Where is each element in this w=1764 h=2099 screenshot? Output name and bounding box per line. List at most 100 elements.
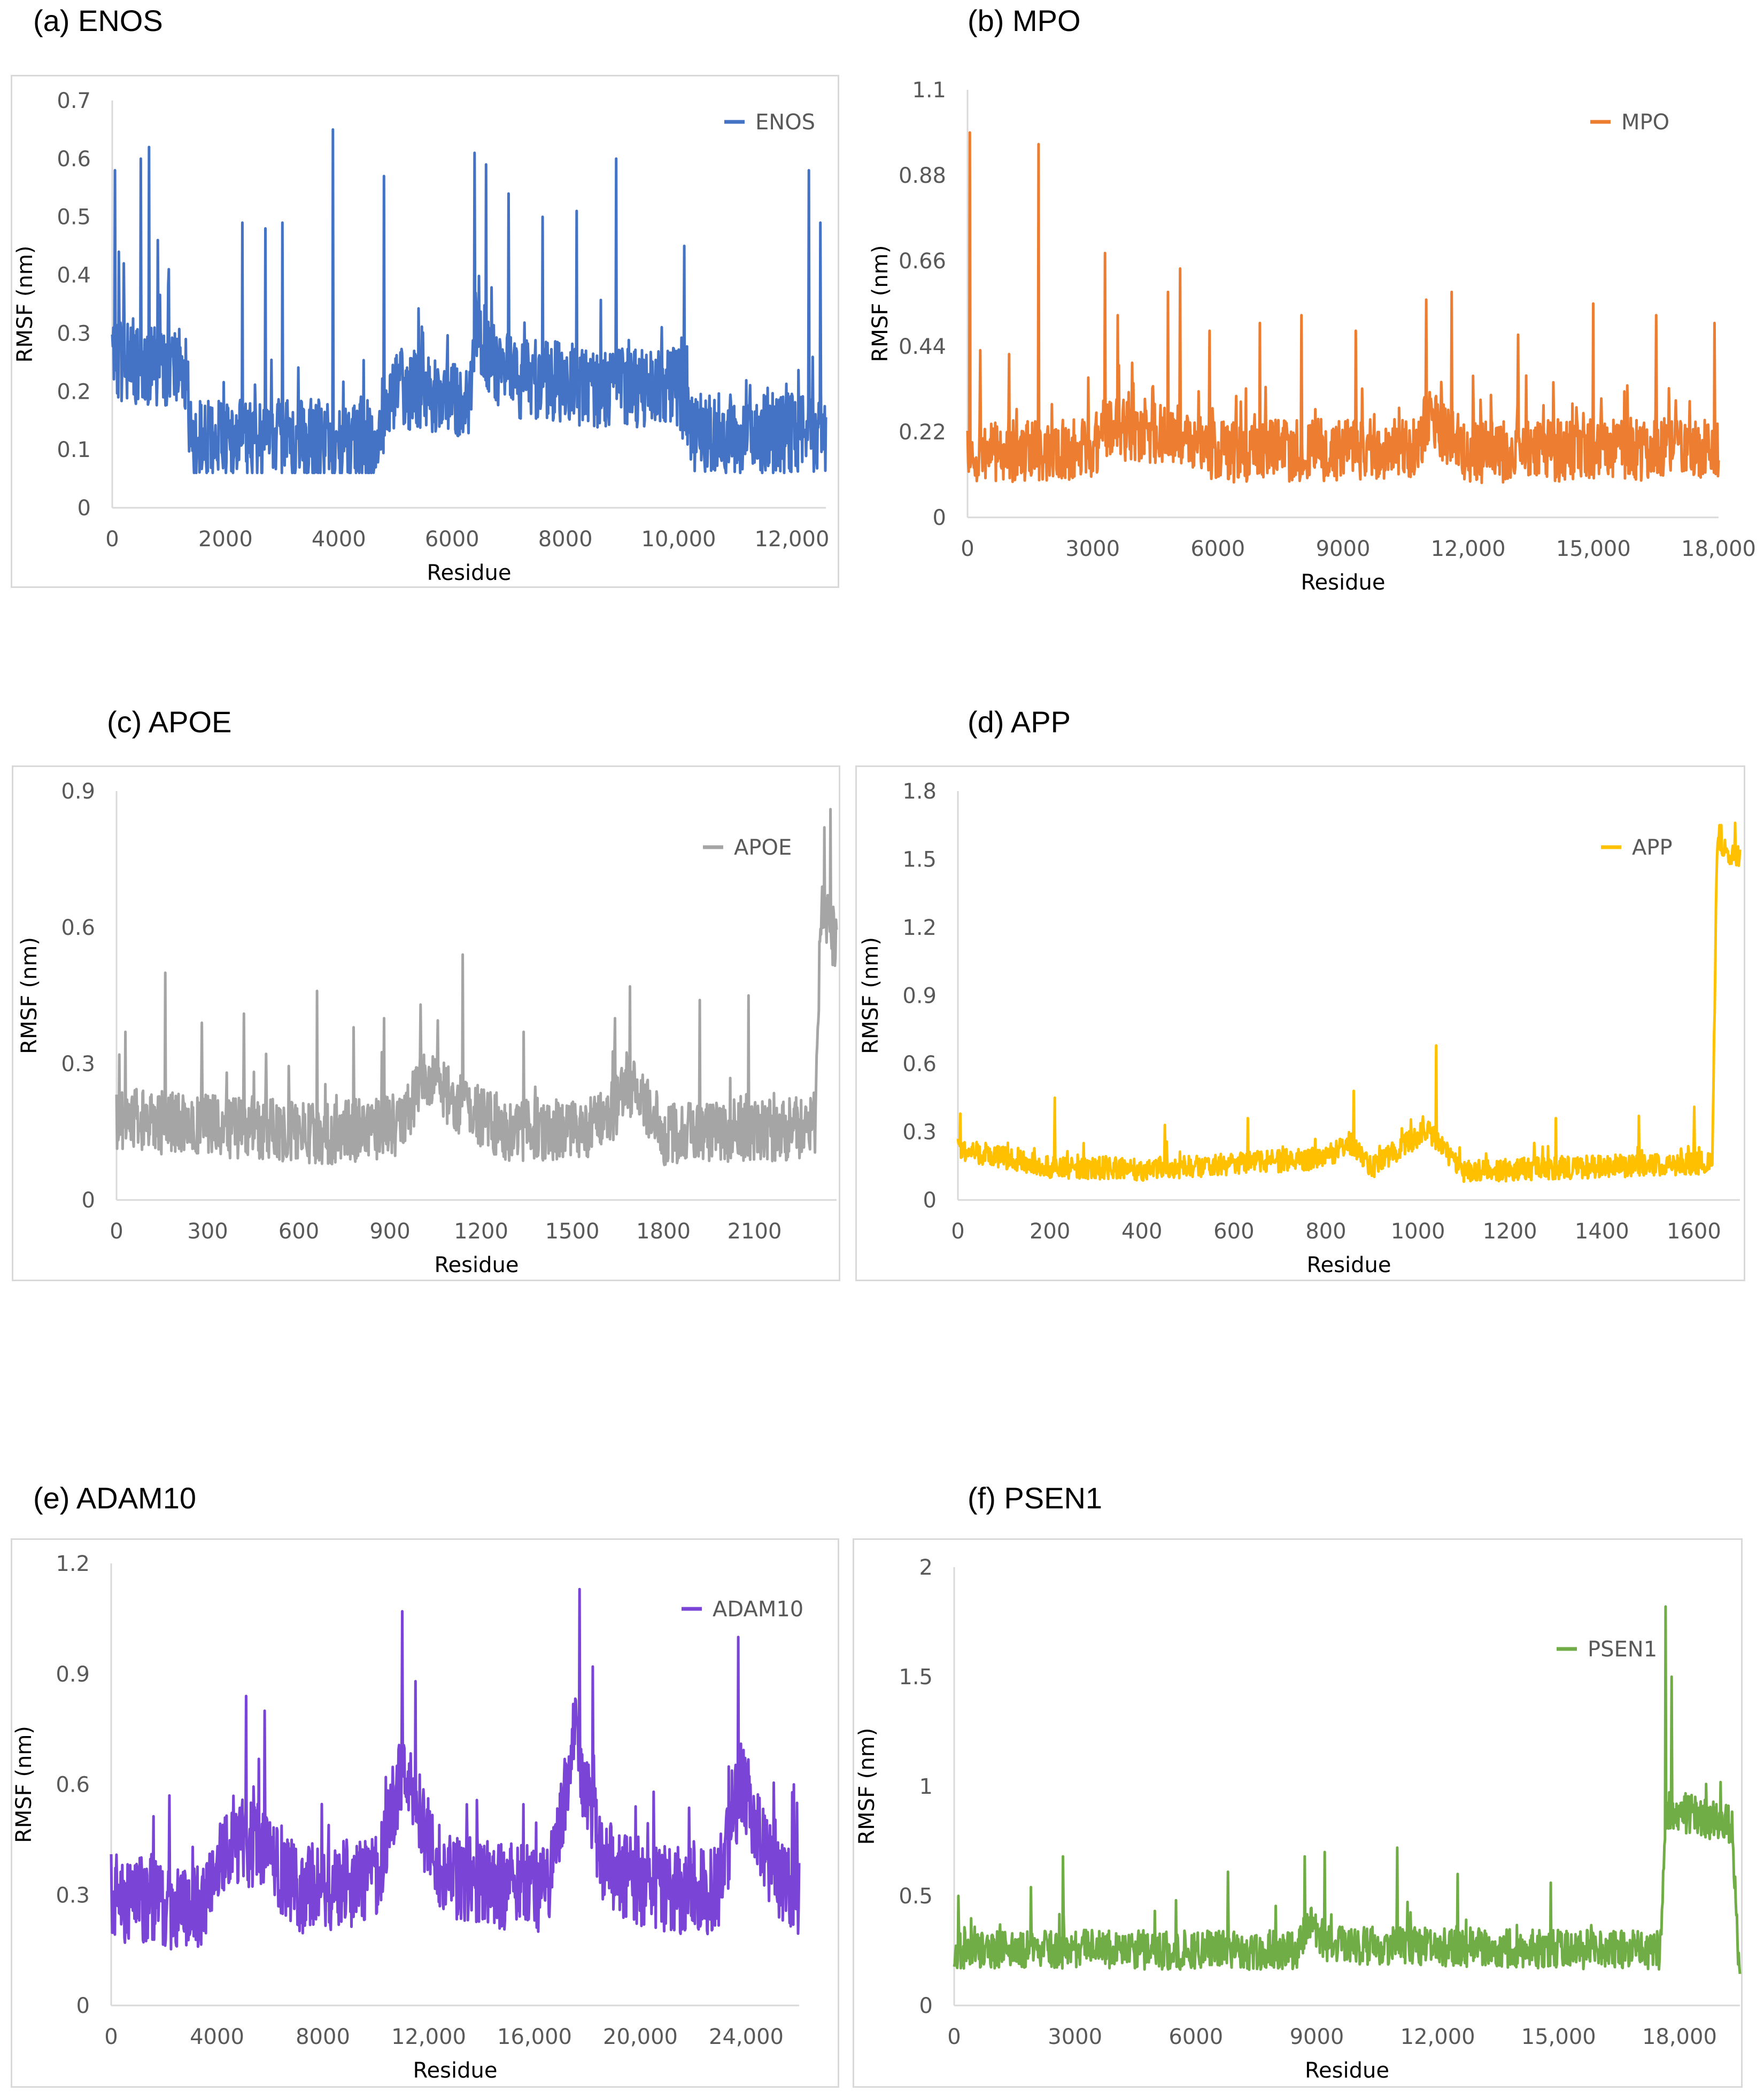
b-mpo-x-tick-label: 18,000	[1681, 537, 1756, 561]
f-psen1-y-tick-label: 1.5	[899, 1665, 933, 1690]
c-apoe-y-tick-label: 0.9	[61, 779, 95, 804]
b-mpo-x-tick-label: 9000	[1316, 537, 1371, 561]
chart-frame-app	[855, 765, 1745, 1281]
d-app-y-tick-label: 0.9	[902, 984, 937, 1009]
e-adam10-x-tick-label: 12,000	[391, 2025, 466, 2049]
d-app-y-tick-label: 0	[923, 1188, 937, 1213]
d-app-x-tick-label: 1600	[1667, 1219, 1721, 1244]
c-apoe-x-tick-label: 900	[369, 1219, 410, 1244]
e-adam10-y-axis-title: RMSF (nm)	[12, 1726, 36, 1843]
e-adam10-series-line-adam10	[110, 1587, 801, 1951]
f-psen1-y-tick-label: 0	[919, 1994, 933, 2018]
c-apoe-series-line-apoe	[115, 808, 838, 1166]
d-app-x-tick-label: 400	[1121, 1219, 1162, 1244]
f-psen1-y-tick-label: 0.5	[899, 1884, 933, 1909]
panel-title-mpo: (b) MPO	[968, 4, 1081, 37]
f-psen1-x-tick-label: 9000	[1290, 2025, 1344, 2049]
b-mpo-x-tick-label: 12,000	[1431, 537, 1506, 561]
d-app-y-tick-label: 0.6	[902, 1052, 937, 1076]
c-apoe-x-tick-label: 1500	[545, 1219, 600, 1244]
e-adam10-x-tick-label: 8000	[296, 2025, 350, 2049]
b-mpo-x-axis-title: Residue	[1301, 570, 1386, 595]
c-apoe-x-axis-title: Residue	[435, 1253, 519, 1277]
panel-title-app: (d) APP	[968, 705, 1071, 739]
f-psen1-legend-label: PSEN1	[1588, 1637, 1657, 1662]
e-adam10-y-tick-label: 0.6	[56, 1773, 90, 1798]
c-apoe-y-tick-label: 0.3	[61, 1052, 95, 1076]
d-app-x-tick-label: 0	[951, 1219, 964, 1244]
b-mpo-x-tick-label: 3000	[1065, 537, 1120, 561]
e-adam10-x-axis-title: Residue	[413, 2058, 498, 2083]
e-adam10-x-tick-label: 16,000	[497, 2025, 572, 2049]
c-apoe-y-tick-label: 0	[82, 1188, 95, 1213]
f-psen1-y-tick-label: 2	[919, 1555, 933, 1580]
e-adam10-legend-label: ADAM10	[713, 1597, 803, 1622]
b-mpo-series-line-mpo	[966, 131, 1720, 484]
b-mpo-y-tick-label: 0	[933, 506, 946, 530]
a-enos-y-tick-label: 0	[78, 496, 91, 521]
panel-title-adam10: (e) ADAM10	[33, 1481, 196, 1515]
e-adam10-x-tick-label: 20,000	[603, 2025, 678, 2049]
c-apoe-x-tick-label: 2100	[728, 1219, 782, 1244]
a-enos-y-tick-label: 0.5	[57, 205, 91, 230]
b-mpo-y-tick-label: 0.22	[899, 420, 946, 445]
e-adam10-y-tick-label: 0.9	[56, 1662, 90, 1687]
a-enos-x-tick-label: 8000	[538, 527, 593, 552]
panel-title-apoe: (c) APOE	[107, 705, 232, 739]
f-psen1-x-tick-label: 18,000	[1642, 2025, 1717, 2049]
d-app-x-tick-label: 1000	[1391, 1219, 1445, 1244]
d-app-y-tick-label: 1.2	[902, 916, 937, 940]
a-enos-x-tick-label: 10,000	[641, 527, 716, 552]
f-psen1-x-tick-label: 15,000	[1521, 2025, 1596, 2049]
a-enos-y-axis-title: RMSF (nm)	[13, 246, 37, 363]
f-psen1-x-tick-label: 0	[947, 2025, 961, 2049]
c-apoe-x-tick-label: 1800	[636, 1219, 691, 1244]
b-mpo-y-axis-title: RMSF (nm)	[868, 245, 893, 362]
d-app-legend-label: APP	[1632, 835, 1673, 860]
b-mpo-legend-label: MPO	[1621, 110, 1669, 135]
a-enos-x-tick-label: 4000	[312, 527, 366, 552]
a-enos-series-line-enos	[111, 128, 827, 475]
d-app-x-axis-title: Residue	[1307, 1253, 1391, 1277]
c-apoe-y-tick-label: 0.6	[61, 916, 95, 940]
a-enos-x-axis-title: Residue	[427, 561, 512, 585]
b-mpo-x-tick-label: 0	[961, 537, 974, 561]
d-app-y-tick-label: 0.3	[902, 1120, 937, 1145]
a-enos-legend-label: ENOS	[755, 110, 815, 135]
f-psen1-x-axis-title: Residue	[1305, 2058, 1389, 2083]
chart-frame-apoe	[12, 765, 840, 1281]
c-apoe-x-tick-label: 600	[278, 1219, 319, 1244]
d-app-y-tick-label: 1.8	[902, 779, 937, 804]
a-enos-y-tick-label: 0.4	[57, 264, 91, 288]
e-adam10-x-tick-label: 4000	[190, 2025, 244, 2049]
b-mpo-x-tick-label: 6000	[1190, 537, 1245, 561]
d-app-x-tick-label: 1200	[1483, 1219, 1537, 1244]
e-adam10-y-tick-label: 1.2	[56, 1552, 90, 1576]
a-enos-x-tick-label: 0	[105, 527, 119, 552]
chart-frame-psen1	[853, 1538, 1743, 2088]
f-psen1-y-tick-label: 1	[919, 1775, 933, 1799]
d-app-y-tick-label: 1.5	[902, 848, 937, 872]
e-adam10-y-tick-label: 0	[76, 1994, 90, 2018]
c-apoe-x-tick-label: 300	[187, 1219, 228, 1244]
d-app-series-line-app	[956, 822, 1742, 1183]
d-app-x-tick-label: 1400	[1575, 1219, 1629, 1244]
d-app-x-tick-label: 600	[1213, 1219, 1254, 1244]
d-app-y-axis-title: RMSF (nm)	[858, 937, 883, 1054]
b-mpo-x-tick-label: 15,000	[1556, 537, 1631, 561]
c-apoe-legend-label: APOE	[734, 835, 792, 860]
b-mpo-y-tick-label: 0.88	[899, 164, 946, 188]
a-enos-y-tick-label: 0.6	[57, 147, 91, 172]
panel-title-psen1: (f) PSEN1	[968, 1481, 1103, 1515]
d-app-x-tick-label: 800	[1305, 1219, 1346, 1244]
a-enos-y-tick-label: 0.2	[57, 379, 91, 404]
c-apoe-x-tick-label: 0	[110, 1219, 123, 1244]
b-mpo-y-tick-label: 0.44	[899, 335, 946, 359]
a-enos-y-tick-label: 0.3	[57, 321, 91, 346]
e-adam10-x-tick-label: 24,000	[709, 2025, 784, 2049]
